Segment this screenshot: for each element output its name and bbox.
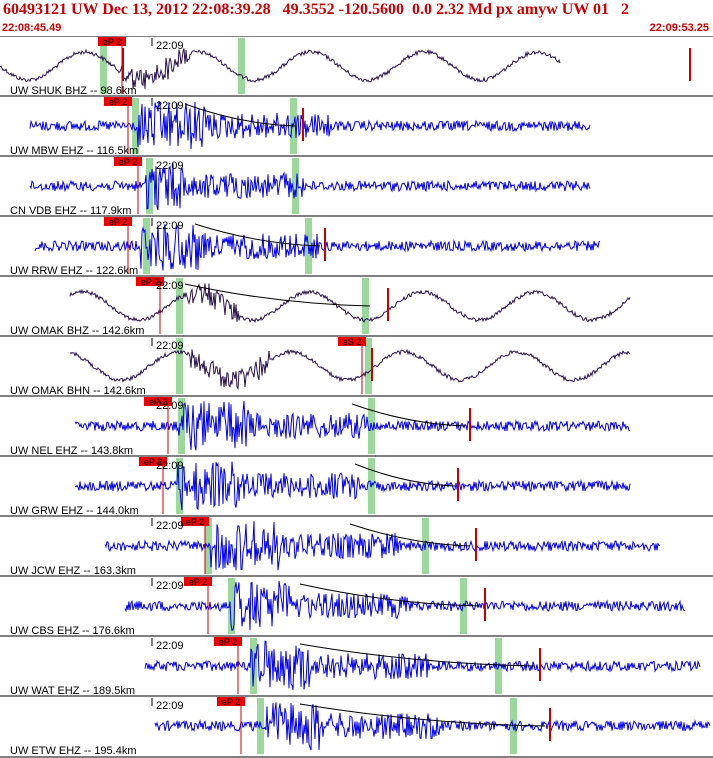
pick-label[interactable]: eP 2 [186, 517, 204, 527]
pick-label-box[interactable] [114, 157, 142, 166]
seismic-trace [74, 461, 631, 511]
pick-label[interactable]: eP 2 [109, 97, 127, 107]
coda-curve [184, 103, 296, 127]
pick-label[interactable]: eP 2 [219, 637, 237, 647]
marker-band [176, 338, 183, 394]
marker-band [176, 278, 183, 334]
minute-label: 22:09 [156, 220, 184, 232]
pick-label-box[interactable] [338, 337, 366, 346]
pick-label-box[interactable] [104, 97, 132, 106]
minute-label: 22:09 [156, 400, 184, 412]
channel-label: UW OMAK BHZ -- 142.6km [10, 325, 144, 337]
minute-label: 22:09 [156, 640, 184, 652]
channel-label: UW GRW EHZ -- 144.0km [10, 505, 139, 517]
marker-band [250, 638, 257, 694]
pick-label[interactable]: eP 2 [103, 37, 121, 47]
pick-label[interactable]: eP 2 [119, 157, 137, 167]
minute-label: 22:09 [156, 160, 184, 172]
minute-label: 22:09 [156, 580, 184, 592]
seismic-trace [29, 163, 591, 211]
pick-label[interactable]: eP 2 [109, 217, 127, 227]
seismic-trace [0, 48, 561, 90]
channel-label: UW NEL EHZ -- 143.8km [10, 445, 133, 457]
seismic-trace [34, 223, 601, 271]
channel-label: UW RRW EHZ -- 122.6km [10, 265, 138, 277]
marker-band [292, 158, 299, 214]
event-title: 60493121 UW Dec 13, 2012 22:08:39.28 49.… [3, 1, 630, 18]
marker-band [460, 578, 467, 634]
channel-label: UW JCW EHZ -- 163.3km [10, 565, 136, 577]
seismic-trace [69, 348, 631, 391]
seismic-trace [29, 100, 591, 149]
marker-band [228, 578, 235, 634]
marker-band [178, 398, 185, 454]
marker-band [510, 698, 517, 754]
pick-label-box[interactable] [184, 577, 212, 586]
pick-label-box[interactable] [144, 397, 172, 406]
coda-curve [299, 643, 536, 667]
marker-band [176, 458, 183, 514]
minute-label: 22:09 [156, 100, 184, 112]
channel-label: CN VDB EHZ -- 117.9km [10, 205, 131, 217]
marker-band [143, 218, 150, 274]
minute-label: 22:09 [156, 340, 184, 352]
event-header: 60493121 UW Dec 13, 2012 22:08:39.28 49.… [0, 0, 713, 36]
seismogram-panel[interactable]: eP 2 22:09 UW SHUK BHZ -- 98.6km eP 2 22:09 U… [0, 36, 713, 758]
minute-label: 22:09 [156, 280, 184, 292]
pick-label[interactable]: eP 2 [222, 697, 240, 707]
window-end-time: 22:09:53.25 [649, 22, 709, 34]
marker-band [238, 38, 245, 94]
minute-label: 22:09 [156, 460, 184, 472]
window-start-time: 22:08:45.49 [2, 22, 62, 34]
seismic-trace [144, 640, 701, 691]
seismic-trace [69, 283, 631, 324]
pick-label[interactable]: eP 2 [144, 457, 162, 467]
channel-label: UW ETW EHZ -- 195.4km [10, 745, 137, 757]
coda-curve [354, 463, 456, 487]
pick-label-box[interactable] [139, 457, 167, 466]
pick-label[interactable]: eP 2 [141, 277, 159, 287]
marker-band [100, 38, 107, 94]
minute-label: 22:09 [156, 520, 184, 532]
pick-label-box[interactable] [214, 637, 242, 646]
seismic-trace [104, 521, 661, 571]
minute-label: 22:09 [156, 700, 184, 712]
coda-curve [299, 703, 546, 727]
seismic-trace [124, 580, 686, 631]
channel-label: UW SHUK BHZ -- 98.6km [10, 85, 137, 97]
marker-band [365, 338, 372, 394]
coda-curve [194, 223, 321, 247]
pick-label-box[interactable] [98, 37, 126, 46]
marker-band [146, 158, 153, 214]
pick-label-box[interactable] [217, 697, 245, 706]
coda-curve [349, 523, 471, 547]
marker-band [132, 98, 139, 154]
pick-label[interactable]: eS 2 [343, 337, 362, 347]
minute-label: 22:09 [156, 40, 184, 52]
channel-label: UW OMAK BHN -- 142.6km [10, 385, 146, 397]
channel-label: UW WAT EHZ -- 189.5km [10, 685, 135, 697]
pick-label[interactable]: eP 2 [189, 577, 207, 587]
channel-label: UW MBW EHZ -- 116.5km [10, 145, 138, 157]
coda-curve [299, 583, 481, 607]
pick-label-box[interactable] [181, 517, 209, 526]
pick-label-box[interactable] [104, 217, 132, 226]
seismic-trace [154, 702, 711, 751]
channel-label: UW CBS EHZ -- 176.6km [10, 625, 135, 637]
coda-curve [351, 403, 466, 427]
pick-label-box[interactable] [136, 277, 164, 286]
pick-label[interactable]: eP 2 [149, 397, 167, 407]
coda-curve [184, 283, 371, 307]
